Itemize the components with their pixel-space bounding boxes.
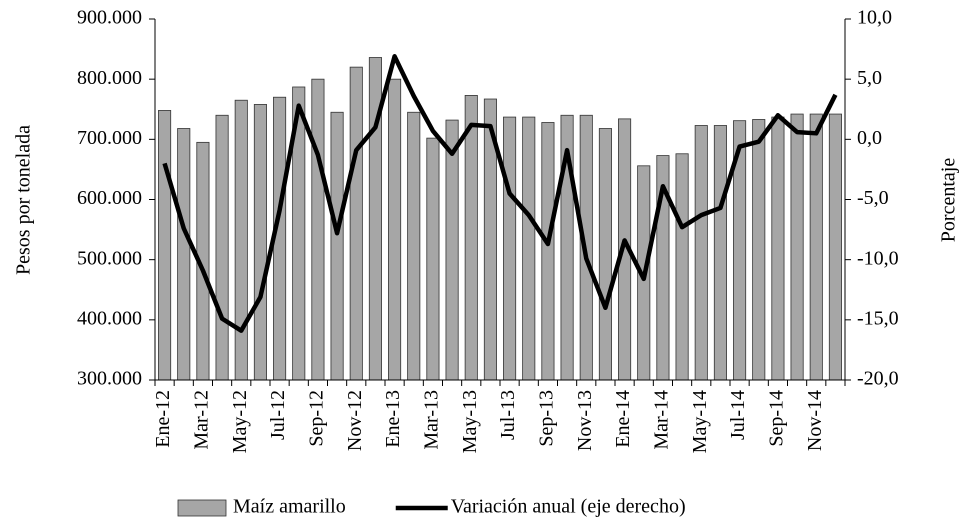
y2-tick-label: -5,0 xyxy=(857,187,889,209)
x-tick-label: Jul-13 xyxy=(497,390,519,440)
legend-label: Maíz amarillo xyxy=(233,496,346,518)
bar xyxy=(407,111,421,381)
bar xyxy=(253,104,267,381)
y2-tick-label: -20,0 xyxy=(857,368,899,390)
bar xyxy=(598,128,612,381)
x-tick-label: Sep-12 xyxy=(306,390,328,447)
x-tick-label: Ene-12 xyxy=(152,390,174,448)
bar xyxy=(177,128,191,381)
y-tick-label: 400.000 xyxy=(77,307,142,329)
y-tick-label: 900.000 xyxy=(77,7,142,29)
x-tick-label: Nov-13 xyxy=(574,390,596,451)
bar xyxy=(694,125,708,381)
bar xyxy=(234,99,248,381)
y2-tick-label: -10,0 xyxy=(857,247,899,269)
bar xyxy=(752,119,766,381)
bar xyxy=(215,114,229,381)
bar xyxy=(503,116,517,381)
x-tick-label: Sep-14 xyxy=(766,390,788,447)
bar xyxy=(713,125,727,381)
x-tick-label: Ene-14 xyxy=(612,390,634,448)
bar xyxy=(809,113,823,381)
x-tick-label: Ene-13 xyxy=(382,390,404,448)
legend-label: Variación anual (eje derecho) xyxy=(451,496,686,518)
x-tick-label: May-14 xyxy=(689,390,711,453)
y-tick-label: 500.000 xyxy=(77,247,142,269)
x-tick-label: Jul-12 xyxy=(267,390,289,440)
x-tick-label: Nov-12 xyxy=(344,390,366,451)
bar xyxy=(464,95,478,381)
x-tick-label: Mar-14 xyxy=(651,390,673,450)
y2-tick-label: -15,0 xyxy=(857,307,899,329)
x-tick-label: Sep-13 xyxy=(536,390,558,447)
bar xyxy=(388,78,402,381)
y2-tick-label: 0,0 xyxy=(857,127,882,149)
bar xyxy=(445,119,459,381)
x-tick-label: Mar-12 xyxy=(191,390,213,450)
bar xyxy=(828,113,842,381)
bar xyxy=(311,78,325,381)
legend-swatch xyxy=(177,499,227,517)
y-tick-label: 600.000 xyxy=(77,187,142,209)
y-tick-label: 800.000 xyxy=(77,67,142,89)
bar xyxy=(349,66,363,381)
bar xyxy=(675,153,689,381)
y-tick-label: 700.000 xyxy=(77,127,142,149)
bar xyxy=(541,122,555,381)
x-tick-label: May-13 xyxy=(459,390,481,453)
y-axis-title: Pesos por tonelada xyxy=(13,125,35,275)
bar xyxy=(790,113,804,381)
line xyxy=(162,54,838,333)
y2-tick-label: 5,0 xyxy=(857,67,882,89)
bar xyxy=(522,116,536,381)
x-tick-label: May-12 xyxy=(229,390,251,453)
x-tick-label: Nov-14 xyxy=(804,390,826,451)
x-tick-label: Jul-14 xyxy=(727,390,749,440)
y2-tick-label: 10,0 xyxy=(857,7,892,29)
bar xyxy=(771,116,785,381)
y-tick-label: 300.000 xyxy=(77,368,142,390)
bar xyxy=(330,111,344,381)
y2-axis-title: Porcentaje xyxy=(938,158,960,243)
x-tick-label: Mar-13 xyxy=(421,390,443,450)
bar xyxy=(426,137,440,381)
bar xyxy=(158,110,172,381)
